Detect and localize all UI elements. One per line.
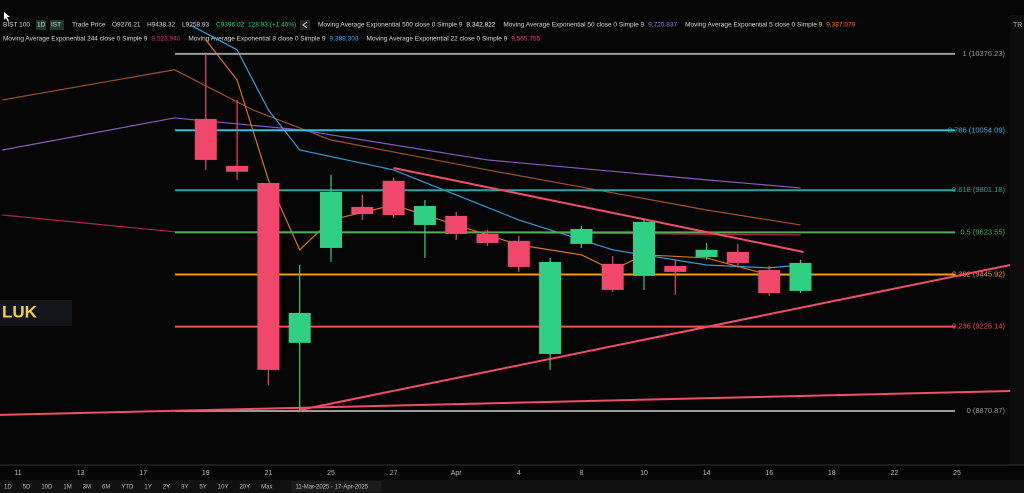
price-axis [1010,15,1024,465]
timeframe-button[interactable]: 5D [23,485,31,491]
x-tick-label: 4 [517,470,521,477]
timeframe-button[interactable]: 2Y [163,485,170,491]
timeframe-button[interactable]: Max [261,485,272,491]
candle-body [288,312,311,343]
candle-body [539,261,562,354]
timeframe-button[interactable]: 20Y [239,485,250,491]
candle-body [413,205,436,225]
ma-legend-name: Moving Average Exponential 22 close 0 Si… [366,36,507,43]
low: L9258.93 [182,22,209,29]
ma-legend-name: Moving Average Exponential 5 close 0 Sim… [685,22,823,29]
collapse-icon [302,21,308,29]
date-range: 11-Mar-2025 - 17-Apr-2025 [295,485,368,491]
candle-body [789,262,812,291]
timeframe-button[interactable]: 10D [41,485,53,491]
timeframe-button[interactable]: 5Y [199,485,206,491]
change: 128.93 (+1.40%) [248,22,296,29]
candle-body [257,182,280,370]
ma-legend-value: 8,342.822 [466,22,495,29]
ma-legend-value: 9,387.079 [826,22,855,29]
timeframe-button[interactable]: 6M [102,485,110,491]
candle-body [695,249,718,257]
cursor [4,12,10,22]
field: Trade Price [72,22,106,29]
x-tick-label: 19 [202,470,210,477]
ma-legend-name: Moving Average Exponential 244 close 0 S… [3,36,148,43]
x-tick-label: 11 [14,470,21,477]
timeframe-button[interactable]: 1M [63,485,71,491]
side-label: LUK [2,302,38,321]
timeframe-button[interactable]: 3M [83,485,91,491]
x-tick-label: 21 [265,470,273,477]
x-tick-label: 17 [139,470,147,477]
close: C9396.02 [216,22,245,29]
candle-body [382,180,405,215]
collapse-button[interactable] [300,20,310,30]
fib-label: 0 (8870.87) [967,406,1006,415]
x-tick-label: 22 [891,470,899,477]
candle-body [194,118,217,160]
timeframe-button[interactable]: 1D [4,485,12,491]
candle-body [601,263,624,290]
fib-label: 0.236 (9226.14) [952,322,1005,331]
timeframe-bar [0,480,1024,493]
ma-legend-value: 9,388.303 [330,36,359,43]
exchange: IST [51,22,61,29]
x-tick-label: 14 [703,470,711,477]
trendline [299,264,1011,411]
candle-body [570,228,593,244]
x-tick-label: 16 [765,470,773,477]
trendline [0,389,1011,416]
ma-legend-name: Moving Average Exponential 500 close 0 S… [318,22,463,29]
ma-line [2,117,801,189]
x-tick-label: 13 [77,470,85,477]
ma-legend-value: 9,523.940 [151,36,180,43]
candle-body [351,206,374,215]
fib-label: 0.786 (10054.09) [948,125,1006,134]
x-tick-label: 25 [953,470,961,477]
x-tick-label: 27 [390,470,398,477]
x-tick-label: 25 [327,470,335,477]
ma-line [2,69,801,226]
candle-body [726,251,749,263]
timeframe-button[interactable]: 1Y [144,485,151,491]
trendline [393,167,804,253]
ma-legend-value: 9,565.755 [511,36,540,43]
x-tick-label: Apr [451,470,463,477]
side-badge [0,300,72,326]
symbol: BIST 100 [3,22,30,29]
candle-body [476,233,499,243]
timeframe-button[interactable]: YTD [121,485,134,491]
candle-body [445,215,468,234]
fib-label: 0.5 (9623.55) [960,227,1005,236]
candle-body [507,240,530,267]
candle-body [758,270,781,294]
date-range-box [291,481,382,492]
fib-label: 1 (10376.23) [962,49,1005,58]
timeframe-button[interactable]: 3Y [181,485,188,491]
x-tick-label: 10 [640,470,648,477]
x-tick-label: 18 [828,470,836,477]
candle-body [320,191,342,248]
ma-legend-name: Moving Average Exponential 50 close 0 Si… [503,22,644,29]
candle-body [226,165,249,172]
ma-legend-name: Moving Average Exponential 8 close 0 Sim… [188,36,326,43]
fib-label: 0.382 (9445.92) [952,270,1005,279]
candle-body [633,221,655,276]
candle-body [664,265,687,272]
badge [36,20,46,30]
fib-label: 0.618 (9801.18) [952,185,1005,194]
open: O9276.21 [112,22,141,29]
timeframe-button[interactable]: 10Y [218,485,229,491]
header-row: BIST 100 1D IST Trade Price O9276.21 H94… [3,20,310,30]
menu-icon[interactable]: TR [1013,22,1022,29]
high: H9438.32 [147,22,176,29]
badge [50,20,64,30]
ma-legend-value: 9,720.837 [648,22,677,29]
interval: 1D [37,22,46,29]
x-tick-label: 8 [579,470,583,477]
